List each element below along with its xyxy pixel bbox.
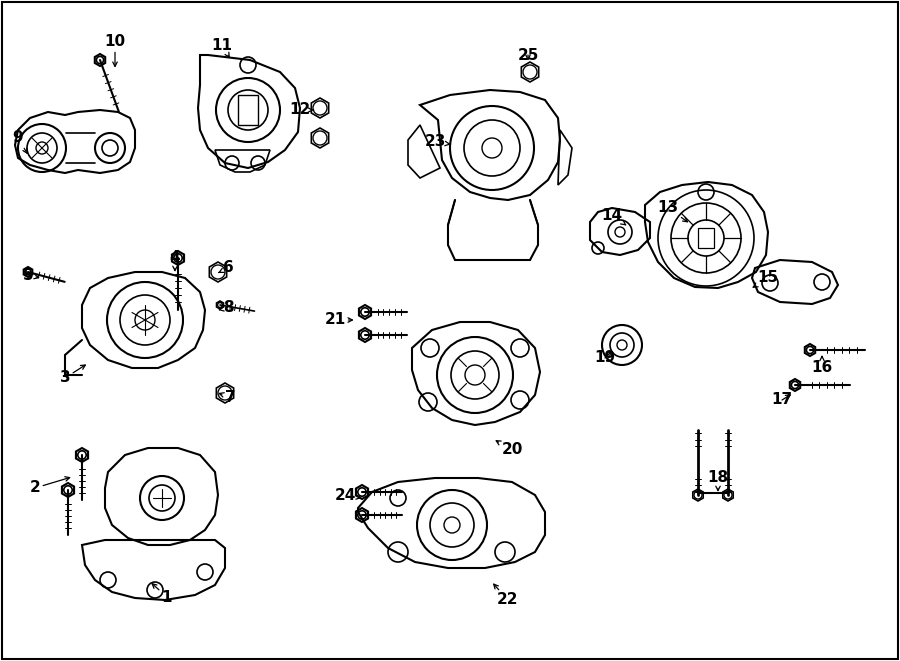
Text: 24: 24 <box>334 488 361 502</box>
Text: 18: 18 <box>707 471 729 490</box>
Text: 11: 11 <box>212 38 232 58</box>
Text: 19: 19 <box>594 350 616 366</box>
Text: 16: 16 <box>812 356 833 375</box>
Text: 14: 14 <box>601 208 626 225</box>
Text: 15: 15 <box>753 270 778 288</box>
Text: 1: 1 <box>152 584 172 605</box>
Text: 23: 23 <box>424 134 449 149</box>
Text: 5: 5 <box>22 268 39 282</box>
Text: 7: 7 <box>220 389 235 405</box>
Text: 10: 10 <box>104 34 126 67</box>
Text: 2: 2 <box>30 477 69 496</box>
Text: 13: 13 <box>657 200 688 222</box>
Text: 17: 17 <box>771 393 793 407</box>
Text: 6: 6 <box>220 260 233 276</box>
Text: 8: 8 <box>220 301 233 315</box>
Text: 12: 12 <box>290 102 313 118</box>
Text: 3: 3 <box>59 365 86 385</box>
Text: 9: 9 <box>13 130 27 153</box>
Text: 21: 21 <box>324 313 353 327</box>
Text: 22: 22 <box>494 584 518 607</box>
Text: 4: 4 <box>170 251 180 270</box>
Text: 25: 25 <box>518 48 539 63</box>
Text: 20: 20 <box>496 441 523 457</box>
